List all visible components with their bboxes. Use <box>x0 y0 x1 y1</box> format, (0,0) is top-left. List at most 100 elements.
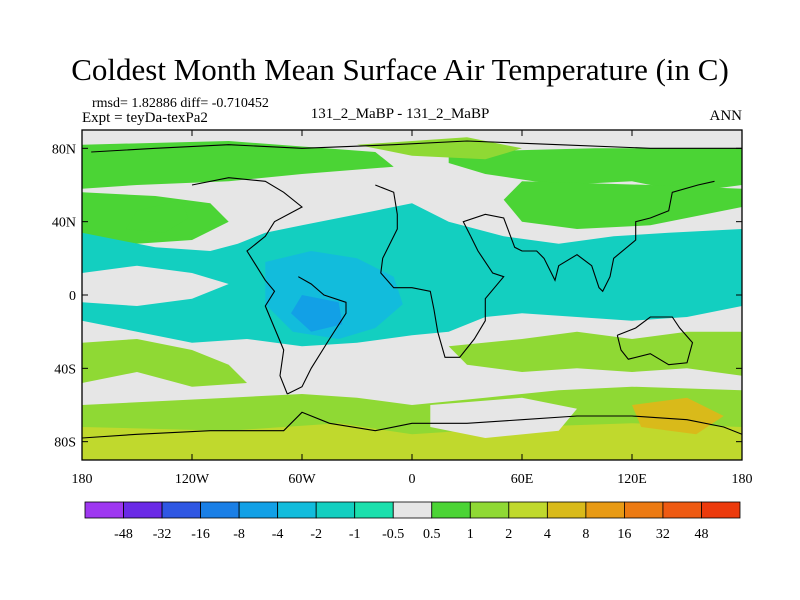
colorbar-label-text: 4 <box>544 527 551 542</box>
colorbar-label-14: 32 <box>656 527 670 542</box>
field-region-11 <box>82 339 247 387</box>
y-tick-4: 80S <box>54 436 742 451</box>
colorbar-label-13: 16 <box>617 527 631 542</box>
y-tick-label: 0 <box>69 289 76 304</box>
x-tick-4: 60E <box>511 130 534 487</box>
colorbar-swatch-10 <box>469 501 510 519</box>
field-region-4 <box>448 148 742 193</box>
field-region-15 <box>430 397 577 438</box>
x-tick-label: 120E <box>617 472 647 487</box>
colorbar-swatch-6 <box>315 501 356 519</box>
coastline-group <box>82 140 742 439</box>
colorbar-label-text: 2 <box>505 527 512 542</box>
stats-label: rmsd= 1.82886 diff= -0.710452 <box>92 96 269 111</box>
season-label: ANN <box>709 108 743 124</box>
x-tick-label: 60E <box>511 472 534 487</box>
field-region-3 <box>126 199 189 233</box>
coastline-5 <box>616 316 694 366</box>
x-tick-label: 120W <box>175 472 210 487</box>
colorbar-swatch-9 <box>431 501 471 519</box>
field-region-10 <box>291 295 343 332</box>
colorbar-label-text: -48 <box>114 527 133 542</box>
colorbar-label-text: -32 <box>153 527 172 542</box>
colorbar-label-text: 32 <box>656 527 670 542</box>
x-tick-label: 0 <box>409 472 416 487</box>
y-tick-3: 40S <box>54 362 742 377</box>
colorbar-swatch-8 <box>392 501 433 519</box>
colorbar-label-7: -0.5 <box>382 527 404 542</box>
colorbar-label-text: 48 <box>695 527 709 542</box>
field-region-1 <box>82 141 394 189</box>
colorbar-label-10: 2 <box>505 527 512 542</box>
colorbar-swatch-15 <box>662 501 702 519</box>
y-tick-label: 40N <box>52 216 76 231</box>
chart-title: Coldest Month Mean Surface Air Temperatu… <box>71 52 729 87</box>
y-axis: 80N 40N 0 40S 80S <box>52 142 742 451</box>
colorbar-label-text: 0.5 <box>423 527 441 542</box>
field-region-6 <box>503 181 742 229</box>
coastline-1 <box>191 177 303 395</box>
colorbar-swatch-16 <box>701 501 741 519</box>
colorbar-label-text: -4 <box>272 527 284 542</box>
x-tick-2: 60W <box>288 130 316 487</box>
y-tick-label: 40S <box>54 362 76 377</box>
colorbar-label-9: 1 <box>467 527 474 542</box>
colorbar-swatch-7 <box>354 501 394 519</box>
colorbar-swatch-1 <box>123 501 163 519</box>
colorbar-label-text: 8 <box>582 527 589 542</box>
x-tick-5: 120E <box>617 130 647 487</box>
y-tick-1: 40N <box>52 216 742 231</box>
x-tick-label: 60W <box>288 472 316 487</box>
colorbar-label-text: -0.5 <box>382 527 404 542</box>
coastline-3 <box>375 184 505 358</box>
colorbar-label-2: -16 <box>191 527 210 542</box>
colorbar-label-text: 16 <box>617 527 631 542</box>
x-tick-0: 180 <box>72 130 93 487</box>
y-tick-label: 80N <box>52 142 76 157</box>
x-tick-label: 180 <box>72 472 93 487</box>
x-tick-3: 0 <box>409 130 416 487</box>
colorbar-swatch-0 <box>84 501 124 519</box>
colorbar-label-15: 48 <box>695 527 709 542</box>
y-tick-0: 80N <box>52 142 742 157</box>
x-tick-6: 180 <box>732 130 753 487</box>
heatmap-fields <box>82 130 742 460</box>
field-region-7 <box>82 203 742 347</box>
colorbar-label-4: -4 <box>272 527 284 542</box>
field-region-8 <box>82 265 229 306</box>
colorbar-swatch-14 <box>624 501 664 519</box>
colorbar: -48 -32 -16 -8 -4 -2 -1 -0.5 0.5 1 2 4 8 16 32 48 <box>84 501 741 542</box>
colorbar-swatch-2 <box>161 501 201 519</box>
colorbar-swatch-5 <box>277 501 317 519</box>
colorbar-label-text: -1 <box>349 527 361 542</box>
colorbar-label-11: 4 <box>544 527 551 542</box>
colorbar-swatch-4 <box>238 501 279 519</box>
x-tick-label: 180 <box>732 472 753 487</box>
colorbar-swatch-3 <box>200 501 240 519</box>
field-region-5 <box>357 137 522 160</box>
field-region-16 <box>632 397 724 435</box>
experiment-label: Expt = teyDa-texPa2 <box>82 110 208 126</box>
colorbar-label-3: -8 <box>233 527 245 542</box>
coastline-0 <box>91 140 742 153</box>
coastline-2 <box>287 276 347 395</box>
colorbar-label-5: -2 <box>310 527 322 542</box>
colorbar-label-0: -48 <box>114 527 133 542</box>
colorbar-label-8: 0.5 <box>423 527 441 542</box>
x-axis: 180 120W 60W 0 60E 120E 180 <box>72 130 753 487</box>
colorbar-label-text: -2 <box>310 527 322 542</box>
colorbar-label-12: 8 <box>582 527 589 542</box>
x-tick-1: 120W <box>175 130 210 487</box>
coastline-6 <box>82 411 742 439</box>
colorbar-label-1: -32 <box>153 527 172 542</box>
colorbar-swatch-13 <box>585 501 625 519</box>
colorbar-label-text: -8 <box>233 527 245 542</box>
colorbar-label-text: 1 <box>467 527 474 542</box>
colorbar-swatch-11 <box>508 501 548 519</box>
y-tick-2: 0 <box>69 289 742 304</box>
coastline-4 <box>462 180 715 293</box>
case-label: 131_2_MaBP - 131_2_MaBP <box>310 106 490 122</box>
colorbar-label-6: -1 <box>349 527 361 542</box>
y-tick-label: 80S <box>54 436 76 451</box>
